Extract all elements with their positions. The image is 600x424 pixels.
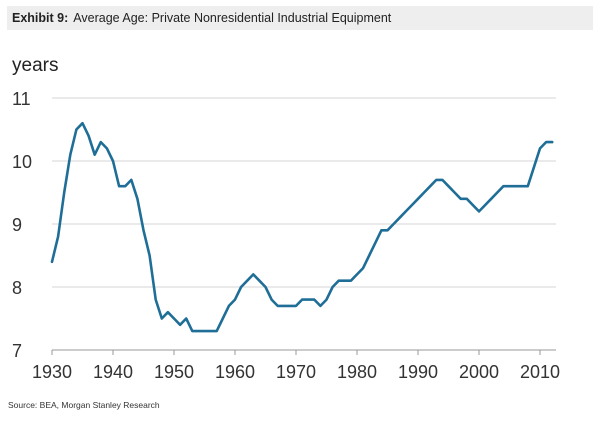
x-tick-label-1980: 1980 — [337, 362, 377, 382]
y-tick-label-11: 11 — [12, 89, 31, 109]
chart-title: Average Age: Private Nonresidential Indu… — [73, 11, 392, 25]
source-note: Source: BEA, Morgan Stanley Research — [8, 400, 160, 410]
x-tick-label-2010: 2010 — [520, 362, 560, 382]
exhibit-label: Exhibit 9: — [12, 11, 69, 25]
y-tick-label-10: 10 — [12, 152, 32, 172]
y-axis-label: years — [12, 55, 58, 76]
y-tick-label-7: 7 — [12, 341, 22, 361]
x-tick-label-1990: 1990 — [398, 362, 438, 382]
x-tick-label-1950: 1950 — [154, 362, 194, 382]
exhibit-header: Exhibit 9: Average Age: Private Nonresid… — [7, 6, 593, 30]
x-tick-label-1940: 1940 — [93, 362, 133, 382]
y-tick-label-9: 9 — [12, 215, 22, 235]
x-tick-label-2000: 2000 — [459, 362, 499, 382]
y-tick-label-8: 8 — [12, 278, 22, 298]
series-line-0 — [50, 121, 554, 333]
x-tick-label-1930: 1930 — [32, 362, 72, 382]
x-tick-label-1970: 1970 — [276, 362, 316, 382]
x-tick-label-1960: 1960 — [215, 362, 255, 382]
